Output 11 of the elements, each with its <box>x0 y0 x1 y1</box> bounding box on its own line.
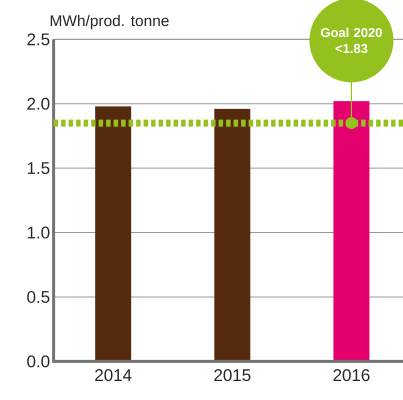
x-tick-label: 2015 <box>214 369 250 382</box>
x-tick-label: 2014 <box>95 369 132 382</box>
y-axis-title: MWh/prod. tonne <box>50 14 169 30</box>
y-tick-label: 2.0 <box>27 98 50 110</box>
y-tick-label: 0.5 <box>27 290 50 303</box>
x-tick-label: 2016 <box>333 369 370 382</box>
y-tick-label: 1.5 <box>28 162 50 174</box>
y-tick-label: 0.0 <box>27 355 50 368</box>
annotation: Goal 2020 <1.83 <box>321 28 382 54</box>
y-tick-label: 1.0 <box>28 226 50 239</box>
y-tick-label: 2.5 <box>27 33 50 46</box>
